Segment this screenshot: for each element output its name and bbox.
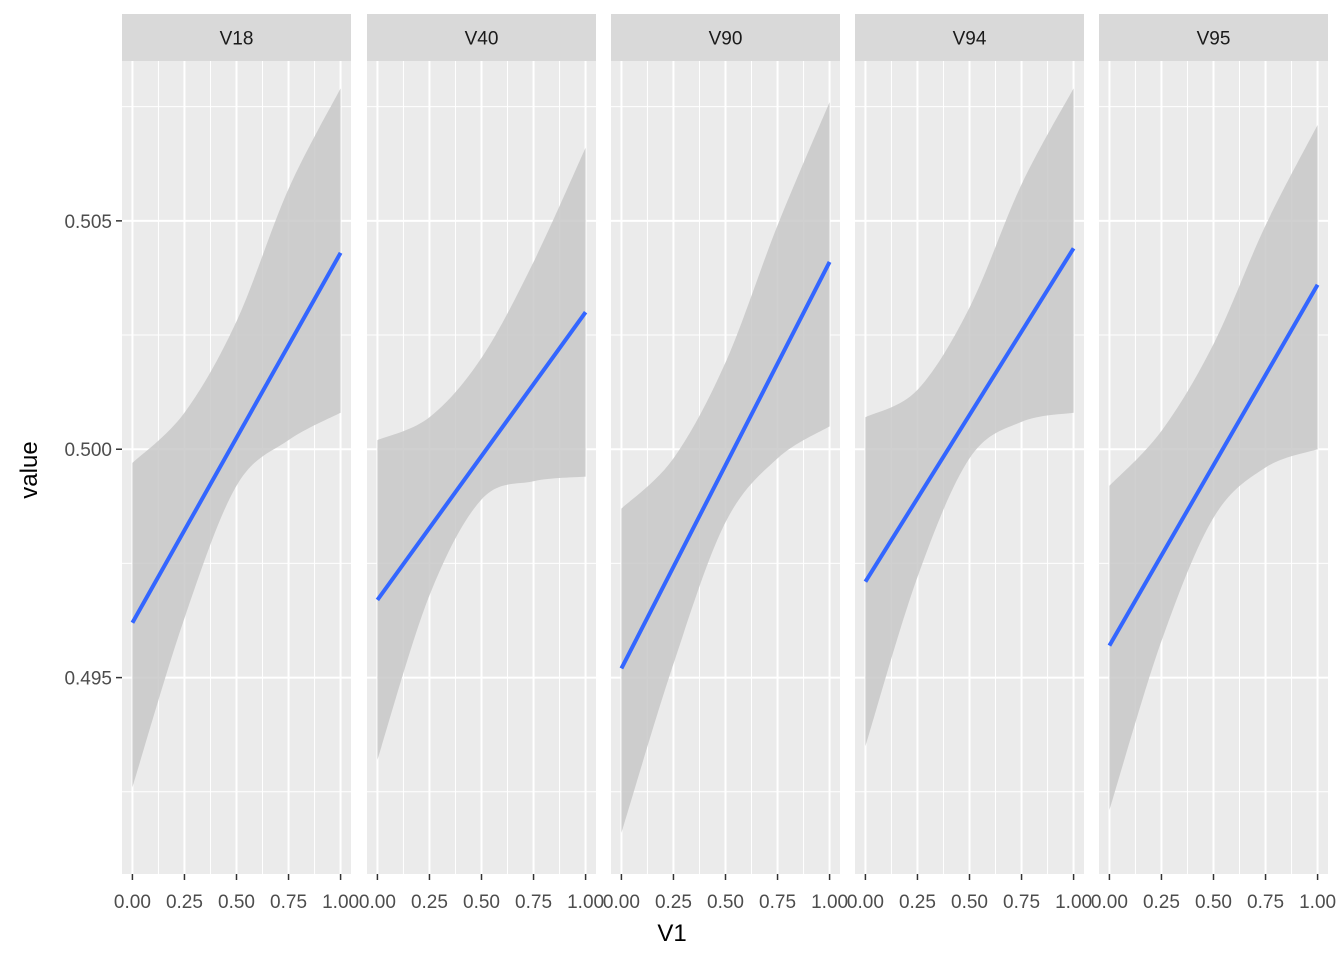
y-tick-label: 0.500 [64,440,112,461]
x-tick-label: 0.50 [1195,892,1232,913]
x-tick-label: 1.00 [1299,892,1336,913]
y-axis-title: value [16,441,43,499]
x-tick-label: 0.00 [359,892,396,913]
x-tick-label: 0.50 [951,892,988,913]
x-tick-label: 1.00 [322,892,359,913]
regression-line [130,251,343,624]
regression-line [375,311,588,602]
x-tick-label: 1.00 [811,892,848,913]
x-tick-label: 0.75 [1003,892,1040,913]
x-tick-label: 0.00 [1091,892,1128,913]
y-tick-label: 0.495 [64,669,112,690]
x-tick-label: 1.00 [567,892,604,913]
facet-strip [122,14,351,61]
x-tick-label: 0.50 [218,892,255,913]
x-tick-label: 0.25 [166,892,203,913]
x-tick-label: 0.75 [1247,892,1284,913]
x-tick-label: 0.25 [411,892,448,913]
facet-panel-v95: V95 0.00 0.25 0.50 0.75 1.00 [1091,14,1336,913]
x-tick-label: 0.00 [603,892,640,913]
facet-strip [367,14,596,61]
facet-strip-label: V40 [465,29,499,50]
facet-strip-label: V95 [1197,29,1231,50]
x-tick-label: 0.75 [759,892,796,913]
facet-panel-v40: V40 0.00 0.25 0.50 0.75 1.00 [359,14,604,913]
x-tick-label: 0.50 [707,892,744,913]
x-tick-label: 0.75 [270,892,307,913]
x-tick-label: 0.25 [899,892,936,913]
x-tick-label: 0.75 [515,892,552,913]
facet-panel-v18: V18 0.00 0.25 0.50 0.75 1.00 [114,14,359,913]
y-tick-label: 0.505 [64,212,112,233]
facet-strip-label: V90 [709,29,743,50]
x-tick-label: 0.50 [463,892,500,913]
facet-strip [1099,14,1328,61]
x-tick-label: 0.00 [847,892,884,913]
facet-strip [855,14,1084,61]
x-tick-label: 1.00 [1055,892,1092,913]
x-tick-label: 0.00 [114,892,151,913]
x-axis-title: V1 [657,920,687,947]
facet-strip-label: V18 [220,29,254,50]
facet-panel-v94: V94 0.00 0.25 0.50 0.75 1.00 [847,14,1092,913]
regression-line [619,261,832,670]
regression-line [863,247,1076,583]
facet-panel-v90: V90 0.00 0.25 0.50 0.75 1.00 [603,14,848,913]
facet-strip [611,14,840,61]
x-tick-label: 0.25 [1143,892,1180,913]
regression-line [1107,283,1320,647]
x-tick-label: 0.25 [655,892,692,913]
facet-strip-label: V94 [953,29,987,50]
